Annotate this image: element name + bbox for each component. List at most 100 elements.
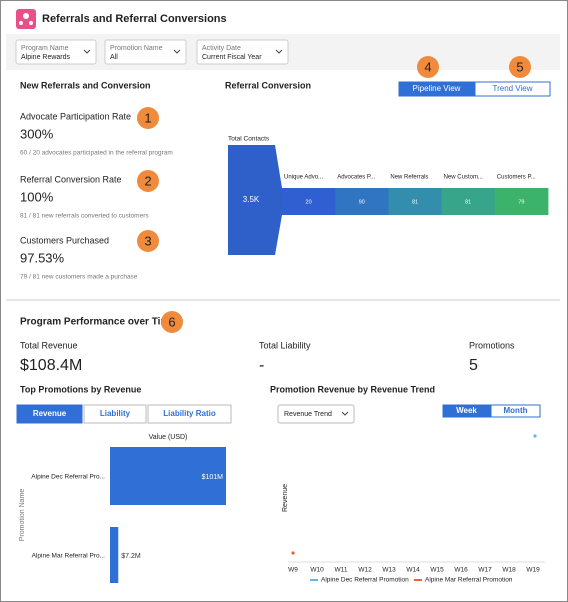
metric-label: Advocate Participation Rate [20, 111, 131, 121]
filter-value: All [110, 54, 118, 61]
callout-number: 3 [144, 233, 151, 248]
caret [275, 49, 283, 54]
data-point [533, 434, 537, 438]
dropdown-value: Revenue Trend [284, 411, 332, 418]
kpi-label: Total Revenue [20, 340, 78, 350]
tab-label: Liability [100, 409, 131, 418]
callout-number: 1 [144, 110, 151, 125]
funnel-stage [335, 188, 389, 215]
funnel-stage [441, 188, 496, 215]
metric-label: Customers Purchased [20, 235, 109, 245]
stage-label: New Referrals [390, 175, 428, 181]
x-axis-label: Value (USD) [149, 434, 188, 441]
x-tick-label: W14 [406, 567, 420, 574]
metric-value: 97.53% [20, 250, 65, 265]
funnel-stage [494, 188, 549, 215]
section-title: Referral Conversion [225, 80, 311, 90]
callout-number: 2 [144, 173, 151, 188]
value-label: $101M [202, 474, 224, 481]
section-title: Program Performance over Time [20, 317, 175, 328]
stage-value: 81 [465, 199, 471, 205]
caret [83, 49, 91, 54]
chart-title: Promotion Revenue by Revenue Trend [270, 384, 435, 394]
view-toggle-label: Pipeline View [413, 84, 461, 93]
filter-dropdown[interactable] [15, 39, 97, 65]
view-toggle[interactable] [474, 81, 551, 97]
category-label: Alpine Mar Referral Pro... [32, 553, 106, 560]
x-tick-label: W19 [526, 567, 540, 574]
funnel-total [228, 145, 275, 255]
x-tick-label: W16 [454, 567, 468, 574]
filter-label: Program Name [21, 45, 69, 52]
x-tick-label: W11 [335, 567, 348, 574]
caret [173, 49, 181, 54]
filter-dropdown[interactable] [104, 39, 187, 65]
stage-label: New Custom... [444, 175, 484, 181]
kpi-value: - [259, 357, 264, 374]
icon-glyph [29, 21, 33, 25]
tab-label: Revenue [33, 409, 67, 418]
stage-label: Customers P... [497, 175, 536, 181]
x-tick-label: W18 [502, 567, 516, 574]
category-label: Alpine Dec Referral Pro... [31, 474, 105, 481]
filter-label: Activity Date [202, 45, 241, 52]
tab[interactable] [83, 404, 147, 424]
data-point [291, 551, 295, 555]
caret [341, 411, 349, 416]
bar [110, 447, 226, 505]
tab[interactable] [147, 404, 232, 424]
dropdown[interactable] [277, 404, 355, 424]
tab[interactable] [16, 404, 83, 424]
stage-label: Advocates P... [337, 175, 375, 181]
stage-value: 90 [359, 199, 365, 205]
funnel-label: Total Contacts [228, 136, 270, 143]
y-axis-label: Promotion Name [19, 489, 26, 542]
funnel-stage [282, 188, 336, 215]
stage-value: 81 [412, 199, 418, 205]
funnel-stage [388, 188, 442, 215]
metric-detail: 79 / 81 new customers made a purchase [20, 274, 138, 281]
filter-label: Promotion Name [110, 45, 163, 52]
y-axis-label: Revenue [282, 484, 289, 512]
period-toggle[interactable] [442, 404, 491, 418]
metric-value: 300% [20, 126, 54, 141]
icon-glyph [19, 21, 23, 25]
period-label: Week [456, 406, 477, 415]
callout-number: 5 [516, 59, 523, 74]
bar [110, 527, 119, 583]
view-toggle-label: Trend View [492, 84, 532, 93]
tab-label: Liability Ratio [163, 409, 216, 418]
kpi-label: Promotions [469, 340, 515, 350]
stage-value: 20 [306, 199, 312, 205]
x-tick-label: W10 [310, 567, 324, 574]
x-tick-label: W17 [478, 567, 492, 574]
value-label: $7.2M [121, 553, 141, 560]
stage-label: Unique Advo... [284, 175, 323, 181]
x-tick-label: W13 [382, 567, 396, 574]
kpi-label: Total Liability [259, 340, 311, 350]
icon-glyph [23, 13, 29, 19]
callout-number: 4 [424, 59, 431, 74]
x-tick-label: W15 [430, 567, 444, 574]
x-tick-label: W12 [358, 567, 372, 574]
filter-value: Current Fiscal Year [202, 54, 262, 61]
metric-value: 100% [20, 189, 54, 204]
kpi-value: $108.4M [20, 357, 82, 374]
callout-badge [509, 56, 531, 78]
legend-label: Alpine Mar Referral Promotion [425, 577, 513, 584]
period-toggle[interactable] [490, 404, 541, 418]
legend-label: Alpine Dec Referral Promotion [321, 577, 409, 584]
callout-badge [137, 170, 159, 192]
callout-badge [137, 107, 159, 129]
metric-detail: 60 / 20 advocates participated in the re… [20, 150, 173, 157]
filter-value: Alpine Rewards [21, 54, 71, 61]
kpi-value: 5 [469, 357, 478, 374]
view-toggle[interactable] [398, 81, 475, 97]
filter-dropdown[interactable] [196, 39, 289, 65]
x-tick-label: W9 [288, 567, 298, 574]
metric-detail: 81 / 81 new referrals converted to custo… [20, 213, 149, 220]
funnel-taper [275, 145, 282, 255]
page-title: Referrals and Referral Conversions [42, 13, 227, 25]
callout-badge [137, 230, 159, 252]
